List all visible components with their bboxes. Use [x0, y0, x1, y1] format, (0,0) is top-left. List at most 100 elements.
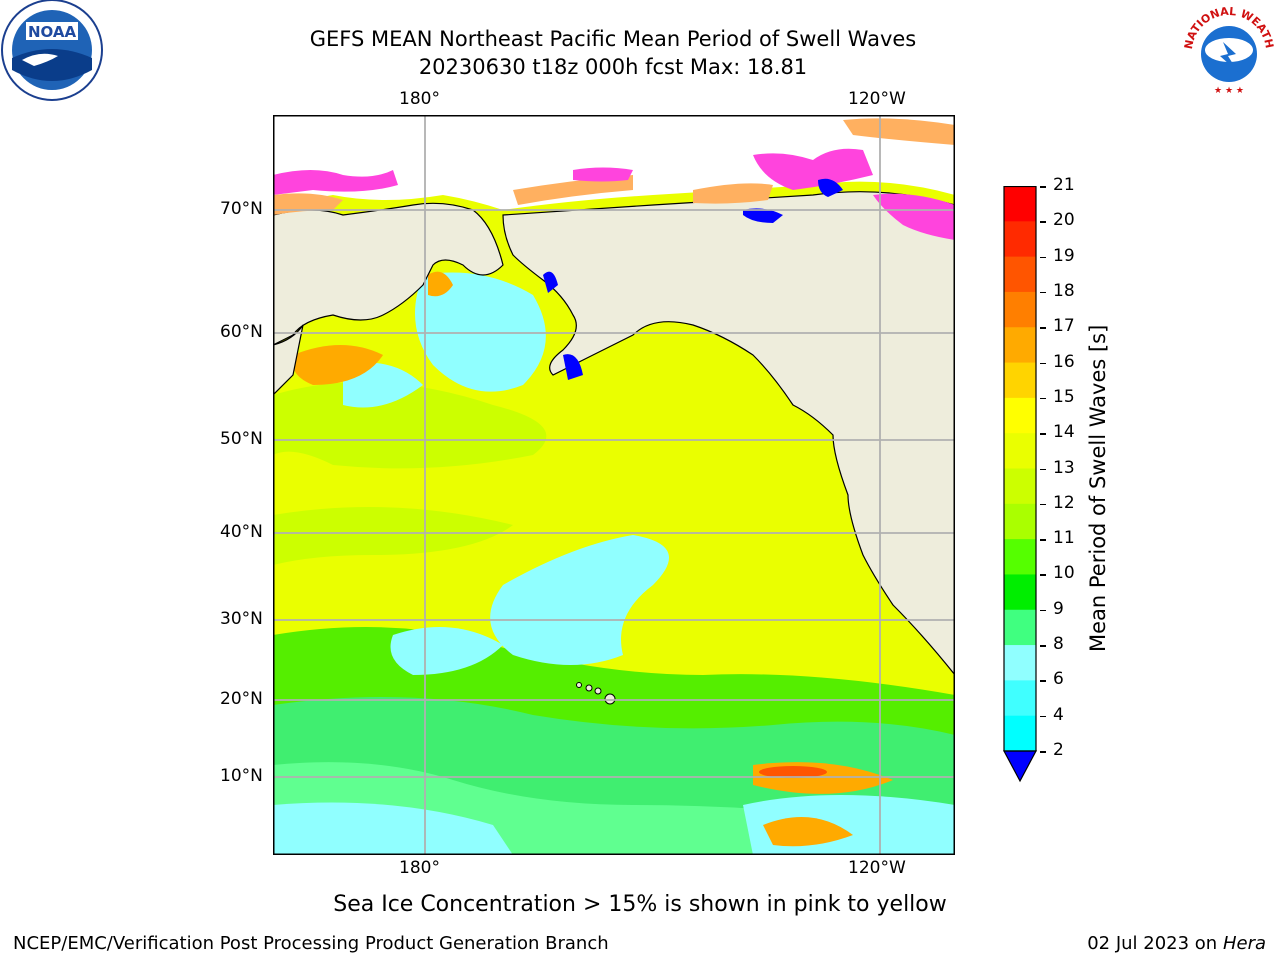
nws-logo: NATIONAL WEATHER SERVICE ★ ★ ★: [1174, 0, 1280, 100]
map-subtitle: 20230630 t18z 000h fcst Max: 18.81: [418, 55, 808, 79]
sea-ice-note: Sea Ice Concentration > 15% is shown in …: [333, 892, 947, 917]
colorbar-segment: [1004, 468, 1036, 505]
lat-label-50n: 50°N: [220, 429, 263, 449]
footer-date-text: 02 Jul 2023 on: [1087, 933, 1223, 954]
colorbar-segment: [1004, 680, 1036, 717]
colorbar-graphic: [1003, 185, 1037, 783]
colorbar-extend-arrow: [1003, 750, 1037, 783]
colorbar: [1000, 185, 1040, 786]
ice-free-blue-1: [743, 208, 783, 223]
colorbar-tick-mark: [1040, 751, 1046, 753]
noaa-logo: NOAA: [0, 0, 104, 104]
sea-ice-chukchi-pink: [573, 167, 633, 182]
lon-label-top-180: 180°: [399, 89, 440, 109]
sea-ice-west: [273, 170, 398, 195]
colorbar-tick-label: 10: [1053, 563, 1075, 584]
field-zone-8s-west: [390, 627, 503, 675]
colorbar-tick-label: 2: [1053, 740, 1064, 760]
colorbar-tick-label: 17: [1053, 316, 1075, 337]
colorbar-segment: [1004, 291, 1036, 328]
noaa-logo-text: NOAA: [28, 23, 77, 41]
lon-label-top-120w: 120°W: [848, 89, 906, 109]
ice-free-blue-3: [543, 271, 558, 293]
colorbar-tick-mark: [1040, 362, 1046, 365]
colorbar-tick-label: 8: [1053, 634, 1064, 655]
sea-ice-beaufort: [693, 183, 773, 204]
colorbar-tick-mark: [1040, 256, 1046, 259]
colorbar-segment: [1004, 433, 1036, 469]
colorbar-tick-label: 6: [1053, 669, 1064, 690]
colorbar-tick-mark: [1040, 503, 1046, 506]
colorbar-segment: [1004, 221, 1036, 258]
colorbar-segment: [1004, 327, 1036, 364]
colorbar-segment: [1004, 715, 1036, 752]
swell-period-map: [272, 115, 956, 855]
map-frame: [273, 115, 955, 855]
colorbar-tick-mark: [1040, 574, 1046, 576]
colorbar-segment: [1004, 645, 1036, 681]
colorbar-segment: [1004, 609, 1036, 646]
colorbar-tick-mark: [1040, 539, 1046, 541]
colorbar-tick-label: 16: [1053, 351, 1075, 372]
sea-ice-beaufort-pink: [753, 148, 873, 190]
colorbar-tick-mark: [1040, 397, 1046, 400]
footer-machine: Hera: [1222, 933, 1266, 954]
field-zone-17s-south: [763, 817, 853, 847]
colorbar-segment: [1004, 574, 1036, 611]
field-zone-8s-bering: [415, 272, 546, 392]
colorbar-tick-label: 12: [1053, 492, 1075, 513]
land-north-america: [502, 191, 956, 677]
lat-label-30n: 30°N: [220, 609, 263, 629]
sea-ice-chukchi: [513, 175, 633, 205]
sea-ice-east: [873, 193, 955, 240]
field-zone-8s-sw: [273, 802, 513, 855]
footer-date: 02 Jul 2023 on Hera: [1087, 933, 1266, 954]
lat-label-40n: 40°N: [220, 522, 263, 542]
colorbar-frame: [1003, 185, 1037, 752]
colorbar-tick-label: 14: [1053, 422, 1075, 443]
colorbar-tick-label: 20: [1053, 210, 1075, 231]
field-zone-13s-south: [273, 507, 513, 565]
field-zone-8s-central: [490, 535, 669, 665]
ice-free-blue-2: [818, 178, 843, 197]
colorbar-tick-mark: [1040, 680, 1046, 682]
colorbar-tick-label: 9: [1053, 598, 1064, 619]
svg-text:★ ★ ★: ★ ★ ★: [1214, 86, 1244, 96]
colorbar-tick-mark: [1040, 327, 1046, 329]
colorbar-tick-label: 18: [1053, 280, 1075, 301]
field-zone-17s-chukchi: [428, 271, 453, 297]
ice-free-blue-4: [563, 354, 583, 380]
colorbar-segment: [1004, 256, 1036, 293]
colorbar-tick-mark: [1040, 433, 1046, 435]
colorbar-tick-mark: [1040, 291, 1046, 294]
colorbar-tick-mark: [1040, 186, 1046, 188]
colorbar-tick-mark: [1040, 609, 1046, 612]
colorbar-tick-label: 19: [1053, 245, 1075, 266]
colorbar-tick-label: 13: [1053, 457, 1075, 478]
field-zone-17s-nw: [292, 345, 383, 385]
colorbar-ticks: 21 20 19 18 17 16 15 14 13 12 11 10 9 8 6 4 2: [1040, 175, 1100, 786]
lat-label-20n: 20°N: [220, 689, 263, 709]
colorbar-segment: [1004, 503, 1036, 540]
colorbar-tick-mark: [1040, 645, 1046, 647]
field-zone-19s: [759, 766, 827, 778]
colorbar-tick-label: 15: [1053, 386, 1075, 407]
lat-label-70n: 70°N: [220, 199, 263, 219]
colorbar-segment: [1004, 362, 1036, 399]
colorbar-tick-label: 11: [1053, 528, 1075, 549]
lon-label-bottom-120w: 120°W: [848, 858, 906, 878]
lon-label-bottom-180: 180°: [399, 858, 440, 878]
hawaii-islands: [576, 682, 616, 705]
map-panel: [272, 115, 956, 855]
field-zone-8s-aleutian: [343, 362, 423, 408]
colorbar-title: Mean Period of Swell Waves [s]: [1086, 324, 1110, 652]
colorbar-segment: [1004, 186, 1036, 222]
colorbar-tick-mark: [1040, 715, 1046, 718]
colorbar-segment: [1004, 397, 1036, 434]
footer-producer: NCEP/EMC/Verification Post Processing Pr…: [13, 933, 609, 954]
colorbar-segment: [1004, 539, 1036, 575]
lat-label-60n: 60°N: [220, 322, 263, 342]
colorbar-tick-label: 4: [1053, 704, 1064, 725]
map-title: GEFS MEAN Northeast Pacific Mean Period …: [309, 27, 917, 51]
lat-label-10n: 10°N: [220, 766, 263, 786]
